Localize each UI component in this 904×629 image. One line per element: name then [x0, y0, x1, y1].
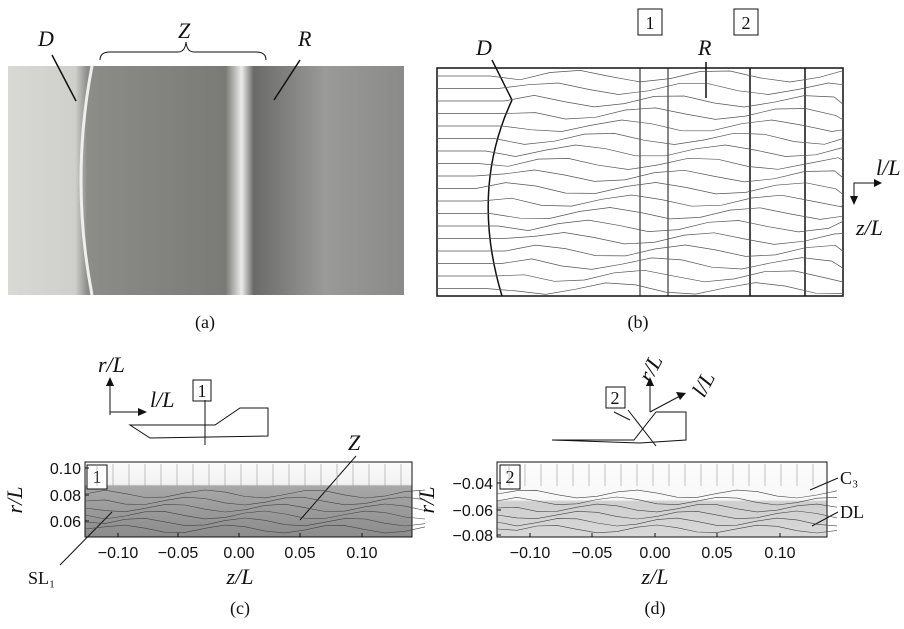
- y-tick-label: −0.04: [453, 476, 494, 493]
- axis-l: l/L: [876, 155, 900, 180]
- section-label: 2: [506, 467, 515, 487]
- x-tick-label: −0.05: [158, 545, 199, 562]
- section-label: 1: [646, 13, 655, 33]
- arrowheads: [106, 377, 147, 416]
- label-r: R: [297, 26, 312, 51]
- x-tick-label: 0.00: [639, 545, 670, 562]
- label-z: Z: [348, 430, 361, 455]
- caption: (a): [195, 312, 215, 333]
- label-c3: C₃: [840, 468, 858, 488]
- section-label: 1: [198, 381, 207, 401]
- photo: [8, 66, 404, 295]
- panel-c: 1 r/L l/L 1 Z SL₁ r/L z/L (c) −0.10−0.05…: [2, 352, 425, 619]
- label-d: D: [37, 26, 54, 51]
- y-tick-label: −0.08: [453, 528, 494, 545]
- inset-axes: [110, 384, 140, 415]
- inset-body: [130, 408, 268, 438]
- panel-a: D Z R (a): [8, 18, 404, 333]
- x-tick-label: 0.05: [701, 545, 732, 562]
- x-label: z/L: [226, 564, 254, 589]
- y-label: r/L: [2, 487, 27, 514]
- x-tick-label: −0.10: [510, 545, 551, 562]
- y-tick-label: 0.08: [50, 488, 81, 505]
- y-tick-label: 0.10: [50, 461, 81, 478]
- section-label: 2: [742, 13, 751, 33]
- y-label: r/L: [414, 487, 439, 514]
- x-tick-label: 0.05: [284, 545, 315, 562]
- axis-z: z/L: [855, 215, 883, 240]
- axis-l: l/L: [686, 368, 720, 401]
- axis-r: r/L: [633, 350, 668, 386]
- section-label: 2: [611, 388, 620, 408]
- inset-axes: [650, 385, 680, 412]
- axis-r: r/L: [98, 352, 125, 377]
- brace: [100, 42, 266, 60]
- x-tick-label: 0.10: [764, 545, 795, 562]
- axis-l: l/L: [150, 387, 174, 412]
- section-line: [628, 410, 656, 446]
- arrow: [614, 412, 630, 420]
- label-sl: SL₁: [28, 568, 55, 588]
- y-tick-label: −0.06: [453, 503, 494, 520]
- axes-glyph: [854, 183, 874, 196]
- plot-area: [85, 462, 412, 537]
- label-z: Z: [178, 18, 191, 43]
- label-dl: DL: [840, 502, 864, 522]
- panel-d: 2 r/L l/L 2 C₃ DL r/L z/L (d) −0.10 −0.05…: [414, 350, 864, 619]
- y-tick-label: 0.06: [50, 514, 81, 531]
- label-r: R: [697, 35, 712, 60]
- x-tick-label: 0.10: [346, 545, 377, 562]
- caption: (b): [628, 312, 649, 333]
- label-d: D: [475, 35, 492, 60]
- figure: D Z R (a) 1 2 D R l/L z/L (b) 1 r/L l/L …: [0, 0, 904, 629]
- x-tick-label: 0.00: [223, 545, 254, 562]
- x-tick-label: −0.10: [98, 545, 139, 562]
- caption: (d): [645, 598, 666, 619]
- x-tick-label: −0.05: [572, 545, 613, 562]
- panel-b: 1 2 D R l/L z/L (b): [437, 9, 900, 333]
- caption: (c): [230, 598, 250, 619]
- x-label: z/L: [641, 564, 669, 589]
- inset-body: [552, 412, 686, 443]
